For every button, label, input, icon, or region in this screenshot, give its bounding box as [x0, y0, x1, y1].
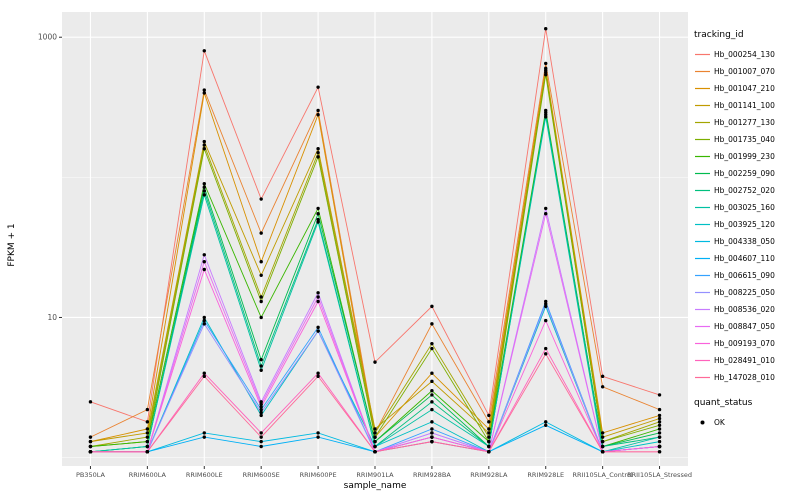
- legend-item-label: Hb_001141_100: [714, 101, 775, 110]
- svg-text:RRIM928BA: RRIM928BA: [413, 471, 451, 479]
- legend-item: Hb_001999_230: [694, 148, 800, 165]
- legend-item-label: Hb_006615_090: [714, 271, 775, 280]
- legend-item-label: Hb_003025_160: [714, 203, 775, 212]
- legend-item: Hb_008847_050: [694, 318, 800, 335]
- legend-item: Hb_008225_050: [694, 284, 800, 301]
- legend: tracking_id Hb_000254_130 Hb_001007_070 Hb…: [694, 0, 800, 500]
- series-line-icon: [695, 291, 710, 294]
- legend-item: Hb_003925_120: [694, 216, 800, 233]
- series-line-icon: [695, 104, 710, 107]
- legend-item-label: Hb_001277_130: [714, 118, 775, 127]
- legend-title-quant-status: quant_status: [694, 398, 753, 408]
- legend-items: Hb_000254_130 Hb_001007_070 Hb_001047_210 H…: [694, 46, 800, 386]
- svg-text:RRII105LA_Stressed: RRII105LA_Stressed: [627, 471, 692, 479]
- series-line-icon: [695, 223, 710, 226]
- series-line-icon: [695, 325, 710, 328]
- series-line-icon: [695, 155, 710, 158]
- svg-text:RRIM901LA: RRIM901LA: [356, 471, 394, 479]
- legend-item: Hb_001141_100: [694, 97, 800, 114]
- legend-item-label: Hb_000254_130: [714, 50, 775, 59]
- series-line-icon: [695, 274, 710, 277]
- legend-item-label: Hb_008847_050: [714, 322, 775, 331]
- legend-title-tracking-id: tracking_id: [694, 30, 744, 40]
- legend-item: Hb_009193_070: [694, 335, 800, 352]
- series-line-icon: [695, 308, 710, 311]
- svg-text:RRIM928LA: RRIM928LA: [470, 471, 508, 479]
- legend-item: Hb_002259_090: [694, 165, 800, 182]
- series-line-icon: [695, 70, 710, 73]
- series-line-icon: [695, 172, 710, 175]
- line-chart: 1000 10 PB350LA RRIM600LA RRIM600LE RRIM600SE…: [38, 12, 692, 479]
- svg-text:10: 10: [47, 313, 57, 322]
- legend-item: Hb_001047_210: [694, 80, 800, 97]
- legend-item-label: Hb_003925_120: [714, 220, 775, 229]
- legend-item-label: Hb_008536_020: [714, 305, 775, 314]
- legend-item-label: Hb_028491_010: [714, 356, 775, 365]
- legend-item-label: Hb_001735_040: [714, 135, 775, 144]
- legend-item-label: Hb_008225_050: [714, 288, 775, 297]
- legend-item-ok: OK: [694, 414, 800, 431]
- svg-text:RRIM928LE: RRIM928LE: [527, 471, 564, 479]
- legend-item: Hb_001735_040: [694, 131, 800, 148]
- series-line-icon: [695, 121, 710, 124]
- legend-item-label: Hb_004607_110: [714, 254, 775, 263]
- legend-item: Hb_008536_020: [694, 301, 800, 318]
- plot-area: FPKM + 1 1000 10 PB350LA RRIM600LA RRIM600LE…: [7, 12, 692, 491]
- legend-item-label: Hb_009193_070: [714, 339, 775, 348]
- legend-item: Hb_002752_020: [694, 182, 800, 199]
- series-line-icon: [695, 342, 710, 345]
- legend-item: Hb_003025_160: [694, 199, 800, 216]
- series-line-icon: [695, 138, 710, 141]
- legend-item: Hb_000254_130: [694, 46, 800, 63]
- svg-text:RRIM600LA: RRIM600LA: [129, 471, 167, 479]
- legend-item: Hb_004607_110: [694, 250, 800, 267]
- series-line-icon: [695, 359, 710, 362]
- svg-text:RRIM600SE: RRIM600SE: [243, 471, 280, 479]
- series-line-icon: [695, 376, 710, 379]
- legend-item: Hb_028491_010: [694, 352, 800, 369]
- legend-item: Hb_004338_050: [694, 233, 800, 250]
- ok-point-icon: [700, 420, 705, 425]
- legend-item-label: Hb_002752_020: [714, 186, 775, 195]
- y-axis-label: FPKM + 1: [7, 223, 17, 267]
- svg-text:RRIM600LE: RRIM600LE: [186, 471, 223, 479]
- series-line-icon: [695, 257, 710, 260]
- series-line-icon: [695, 240, 710, 243]
- legend-item-label: Hb_002259_090: [714, 169, 775, 178]
- legend-item-label: Hb_004338_050: [714, 237, 775, 246]
- legend-item: Hb_147028_010: [694, 369, 800, 386]
- svg-text:PB350LA: PB350LA: [76, 471, 106, 479]
- legend-item: Hb_006615_090: [694, 267, 800, 284]
- legend-item-label: Hb_001999_230: [714, 152, 775, 161]
- legend-item-label: OK: [714, 418, 725, 427]
- series-line-icon: [695, 206, 710, 209]
- legend-item-label: Hb_001047_210: [714, 84, 775, 93]
- svg-text:RRIM600PE: RRIM600PE: [300, 471, 337, 479]
- legend-item: Hb_001277_130: [694, 114, 800, 131]
- series-line-icon: [695, 87, 710, 90]
- legend-item-label: Hb_147028_010: [714, 373, 775, 382]
- series-line-icon: [695, 53, 710, 56]
- svg-text:RRII105LA_Control: RRII105LA_Control: [573, 471, 633, 479]
- legend-item: Hb_001007_070: [694, 63, 800, 80]
- svg-text:1000: 1000: [38, 33, 57, 42]
- x-axis-label: sample_name: [343, 481, 407, 491]
- legend-item-label: Hb_001007_070: [714, 67, 775, 76]
- series-line-icon: [695, 189, 710, 192]
